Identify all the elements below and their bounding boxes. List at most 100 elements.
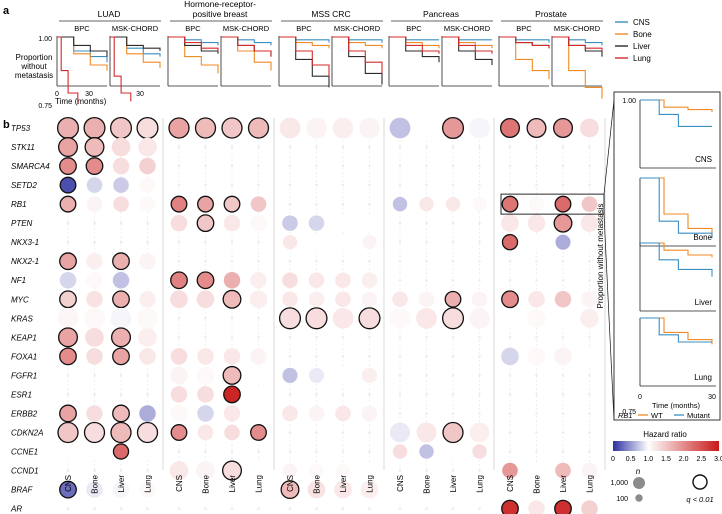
bubble-hormone-receptor-positive-breast-esr1-liver bbox=[223, 385, 241, 404]
cohort-label-prostate-bpc: BPC bbox=[516, 24, 532, 33]
bubble-mss-crc-nf1-cns bbox=[282, 272, 298, 289]
grid-dot-esr1-pancreas-lung bbox=[478, 393, 481, 396]
grid-dot-cdkn2a-prostate-cns bbox=[508, 431, 512, 434]
bubble-hormone-receptor-positive-breast-cdkn2a-bone bbox=[197, 424, 214, 441]
bubble-prostate-ccnd1-cns bbox=[502, 462, 518, 479]
cancer-type-title-hormone-receptor-positive-breast: positive breast bbox=[193, 9, 248, 19]
bubble-hormone-receptor-positive-breast-rb1-liver bbox=[223, 195, 241, 213]
gene-label-nkx3-1: NKX3-1 bbox=[11, 238, 39, 247]
bubble-mss-crc-erbb2-liver bbox=[335, 405, 351, 422]
grid-dot-keap1-pancreas-bone bbox=[425, 336, 428, 339]
grid-dot-erbb2-prostate-lung bbox=[588, 412, 591, 415]
bubble-prostate-rb1-lung bbox=[581, 196, 598, 212]
grid-dot-ar-pancreas-liver bbox=[451, 507, 455, 510]
site-label-luad-liver: Liver bbox=[117, 475, 126, 493]
bubble-luad-foxa1-cns bbox=[59, 347, 77, 366]
grid-dot-ccne1-hormone-receptor-positive-breast-cns bbox=[177, 450, 181, 453]
site-label-hormone-receptor-positive-breast-lung: Lung bbox=[255, 475, 264, 493]
grid-dot-stk11-hormone-receptor-positive-breast-lung bbox=[257, 145, 260, 149]
bubble-hormone-receptor-positive-breast-rb1-lung bbox=[250, 196, 267, 212]
size-legend-title: n bbox=[636, 467, 641, 476]
km-curve-prostate-msk-chord-lung bbox=[552, 36, 603, 51]
bubble-mss-crc-myc-cns bbox=[282, 291, 298, 308]
bubble-luad-ccne1-lung bbox=[139, 443, 156, 460]
inset-legend-title: RB1 bbox=[618, 411, 633, 420]
grid-dot-ccne1-prostate-lung bbox=[588, 450, 591, 453]
bubble-luad-erbb2-liver bbox=[112, 404, 130, 423]
bubble-hormone-receptor-positive-breast-fgfr1-bone bbox=[196, 366, 215, 385]
bubble-hormone-receptor-positive-breast-esr1-cns bbox=[170, 386, 188, 403]
km-curve-breast-msk-chord-lung bbox=[221, 36, 272, 57]
grid-dot-smarca4-hormone-receptor-positive-breast-bone bbox=[204, 164, 207, 168]
grid-dot-esr1-luad-lung bbox=[146, 393, 149, 396]
grid-dot-fgfr1-prostate-bone bbox=[535, 374, 538, 377]
bubble-prostate-ar-liver bbox=[554, 499, 572, 514]
bubble-prostate-kras-cns bbox=[500, 308, 520, 328]
bubble-luad-cdkn2a-cns bbox=[57, 421, 79, 444]
bubble-hormone-receptor-positive-breast-pten-bone bbox=[196, 214, 215, 233]
grid-dot-nkx3-1-pancreas-lung bbox=[478, 240, 481, 244]
bubble-pancreas-cdkn2a-lung bbox=[469, 422, 490, 443]
grid-dot-foxa1-mss-crc-bone bbox=[315, 355, 318, 358]
grid-dot-stk11-prostate-cns bbox=[508, 145, 512, 149]
km-ytick-bottom: 0.75 bbox=[38, 103, 52, 110]
bubble-hormone-receptor-positive-breast-nf1-cns bbox=[170, 271, 188, 290]
grid-dot-ccnd1-pancreas-cns bbox=[398, 469, 402, 472]
inset-facet-label-lung: Lung bbox=[694, 373, 712, 382]
gene-label-stk11: STK11 bbox=[11, 143, 35, 152]
site-label-prostate-liver: Liver bbox=[559, 475, 568, 493]
bubble-luad-braf-cns bbox=[59, 480, 77, 499]
bubble-pancreas-cdkn2a-bone bbox=[416, 422, 437, 443]
hr-tick-2: 1.0 bbox=[643, 456, 653, 463]
bubble-prostate-foxa1-bone bbox=[527, 347, 546, 366]
bubble-luad-nf1-cns bbox=[59, 271, 77, 289]
bubble-luad-keap1-liver bbox=[110, 327, 132, 348]
grid-dot-ar-mss-crc-lung bbox=[368, 507, 371, 510]
km-legend-label-cns: CNS bbox=[633, 18, 650, 27]
site-label-hormone-receptor-positive-breast-cns: CNS bbox=[175, 475, 184, 492]
inset-curve-cns-wt bbox=[640, 99, 713, 112]
grid-dot-foxa1-pancreas-liver bbox=[451, 355, 455, 358]
grid-dot-setd2-mss-crc-liver bbox=[341, 183, 345, 187]
bubble-hormone-receptor-positive-breast-tp53-lung bbox=[247, 117, 270, 139]
grid-dot-esr1-mss-crc-lung bbox=[368, 393, 371, 396]
bubble-luad-ccne1-bone bbox=[86, 443, 103, 460]
grid-dot-nkx2-1-mss-crc-liver bbox=[341, 259, 345, 263]
bubble-mss-crc-kras-cns bbox=[278, 307, 302, 330]
km-curve-luad-msk-chord-lung bbox=[110, 36, 132, 102]
bubble-hormone-receptor-positive-breast-fgfr1-cns bbox=[170, 366, 188, 385]
grid-dot-braf-pancreas-bone bbox=[425, 488, 428, 491]
site-label-pancreas-cns: CNS bbox=[396, 475, 405, 492]
bubble-luad-setd2-bone bbox=[86, 177, 103, 193]
grid-dot-smarca4-prostate-liver bbox=[561, 164, 565, 168]
gene-label-myc: MYC bbox=[11, 295, 29, 304]
grid-dot-ar-mss-crc-bone bbox=[315, 507, 318, 510]
bubble-pancreas-kras-cns bbox=[389, 307, 411, 329]
site-label-hormone-receptor-positive-breast-liver: Liver bbox=[228, 475, 237, 493]
bubble-prostate-foxa1-liver bbox=[554, 347, 572, 366]
bubble-hormone-receptor-positive-breast-cdkn2a-lung bbox=[250, 424, 267, 441]
site-label-mss-crc-bone: Bone bbox=[313, 474, 322, 493]
inset-curve-liver-mutant bbox=[640, 242, 713, 277]
bubble-hormone-receptor-positive-breast-fgfr1-lung bbox=[249, 366, 268, 385]
grid-dot-smarca4-pancreas-cns bbox=[398, 164, 402, 168]
significance-legend-circle bbox=[692, 474, 708, 490]
bubble-mss-crc-braf-cns bbox=[280, 480, 300, 500]
bubble-luad-nkx2-1-bone bbox=[86, 252, 103, 270]
grid-dot-nf1-prostate-liver bbox=[561, 278, 565, 282]
inset-ytick-bottom: 0.75 bbox=[622, 409, 636, 416]
grid-dot-nkx2-1-prostate-lung bbox=[588, 259, 591, 263]
km-xlabel: Time (months) bbox=[55, 97, 107, 106]
site-label-pancreas-lung: Lung bbox=[476, 475, 485, 493]
grid-dot-fgfr1-prostate-lung bbox=[588, 374, 591, 377]
grid-dot-nkx2-1-pancreas-bone bbox=[425, 259, 428, 263]
grid-dot-erbb2-pancreas-liver bbox=[451, 412, 455, 415]
bubble-mss-crc-nkx3-1-lung bbox=[362, 234, 377, 250]
bubble-luad-ccne1-cns bbox=[60, 443, 76, 460]
km-curve-prostate-msk-chord-cns bbox=[552, 36, 603, 46]
cancer-type-title-prostate: Prostate bbox=[535, 9, 567, 19]
km-ylabel-1: Proportion bbox=[16, 53, 53, 62]
grid-dot-ccne1-hormone-receptor-positive-breast-lung bbox=[257, 450, 260, 453]
grid-dot-smarca4-mss-crc-liver bbox=[341, 164, 345, 168]
bubble-prostate-nkx3-1-cns bbox=[501, 233, 519, 251]
